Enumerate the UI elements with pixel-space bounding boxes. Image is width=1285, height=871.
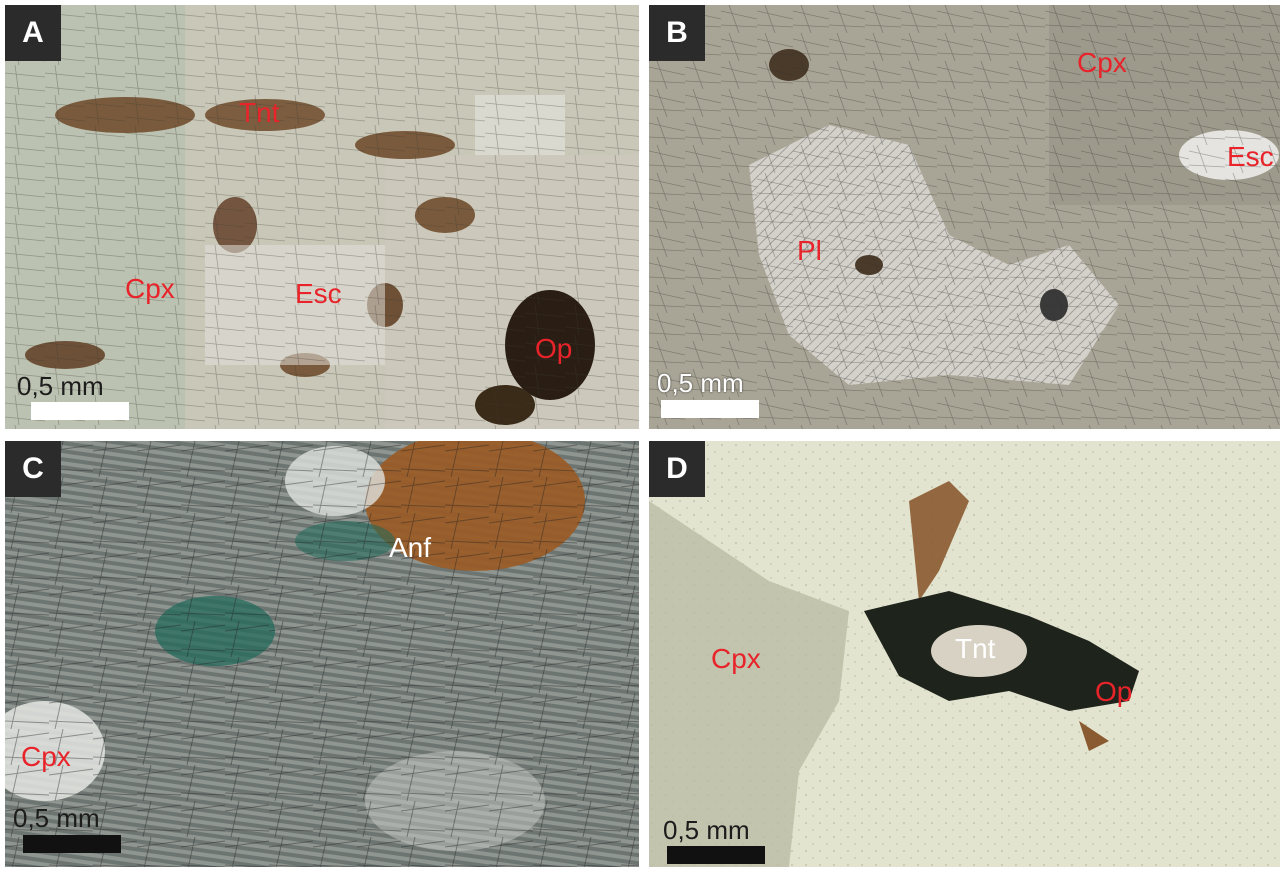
panel-b-letter: B bbox=[649, 5, 705, 61]
panel-a: A Tnt Cpx Esc Op 0,5 mm bbox=[5, 5, 639, 429]
panel-b: B Cpx Esc Pl 0,5 mm bbox=[649, 5, 1280, 429]
scale-label: 0,5 mm bbox=[17, 371, 104, 401]
label-cpx: Cpx bbox=[125, 273, 175, 304]
label-cpx: Cpx bbox=[1077, 47, 1127, 78]
label-esc: Esc bbox=[1227, 141, 1274, 172]
panel-d-letter: D bbox=[649, 441, 705, 497]
label-op: Op bbox=[535, 333, 573, 364]
label-anf: Anf bbox=[389, 532, 432, 563]
scale-label: 0,5 mm bbox=[657, 368, 744, 398]
scale-bar bbox=[661, 400, 759, 418]
panel-a-micrograph bbox=[5, 5, 639, 429]
label-op: Op bbox=[1095, 676, 1133, 707]
scale-bar bbox=[31, 402, 129, 420]
scale-bar bbox=[667, 846, 765, 864]
panel-c-micrograph bbox=[5, 441, 639, 867]
scale-label: 0,5 mm bbox=[13, 803, 100, 833]
panel-c-letter: C bbox=[5, 441, 61, 497]
label-cpx: Cpx bbox=[711, 643, 761, 674]
label-cpx: Cpx bbox=[21, 741, 71, 772]
panel-d-micrograph bbox=[649, 441, 1280, 867]
scale-label: 0,5 mm bbox=[663, 815, 750, 845]
label-tnt: Tnt bbox=[239, 97, 280, 128]
label-esc: Esc bbox=[295, 278, 342, 309]
scale-bar bbox=[23, 835, 121, 853]
panel-a-letter: A bbox=[5, 5, 61, 61]
label-pl: Pl bbox=[797, 235, 822, 266]
panel-c: C Anf Cpx 0,5 mm bbox=[5, 441, 639, 867]
panel-b-micrograph bbox=[649, 5, 1280, 429]
panel-d: D Cpx Tnt Op 0,5 mm bbox=[649, 441, 1280, 867]
label-tnt: Tnt bbox=[955, 633, 996, 664]
